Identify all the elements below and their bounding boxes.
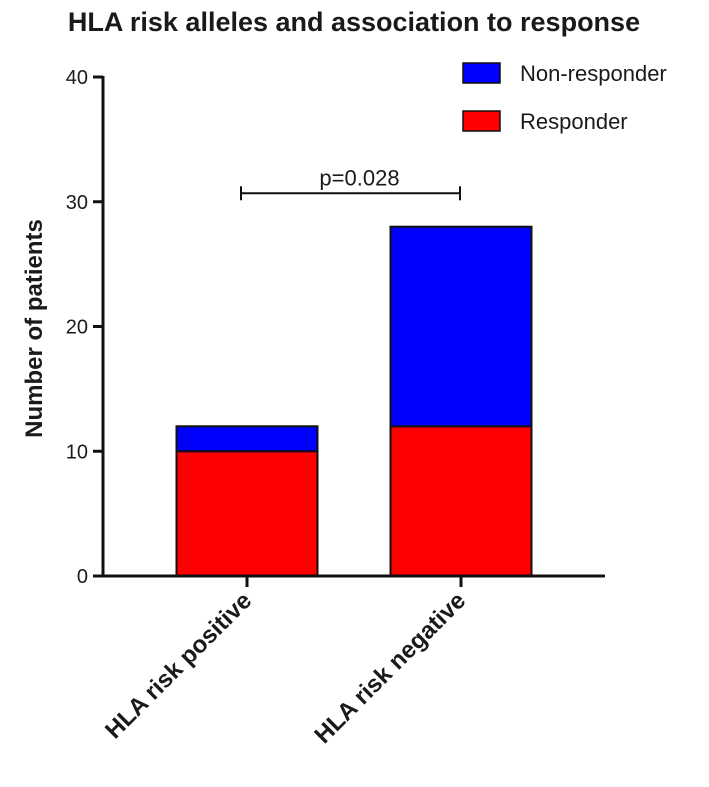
p-value-annotation: p=0.028 (319, 165, 399, 190)
bar-responder-2 (389, 425, 533, 577)
bar-responder-1 (175, 450, 319, 577)
bar-non-responder-1 (175, 425, 319, 453)
y-axis-label: Number of patients (21, 219, 48, 438)
y-tick-label-0: 0 (77, 566, 88, 588)
y-tick-label-20: 20 (66, 317, 88, 339)
y-tick-label-40: 40 (66, 67, 88, 89)
legend-label-non-responder: Non-responder (520, 61, 667, 86)
y-tick-label-10: 10 (66, 441, 88, 463)
bar-non-responder-2 (389, 225, 533, 428)
legend-label-responder: Responder (520, 109, 628, 134)
x-tick-label-2: HLA risk negative (309, 587, 471, 749)
legend-swatch-responder (462, 110, 501, 132)
x-tick-label-1: HLA risk positive (100, 587, 257, 744)
chart-title: HLA risk alleles and association to resp… (68, 7, 640, 37)
y-tick-label-30: 30 (66, 192, 88, 214)
plot-area: 0 10 20 30 40 HLA risk positive HLA risk negat… (66, 61, 667, 749)
legend-swatch-non-responder (462, 62, 501, 84)
